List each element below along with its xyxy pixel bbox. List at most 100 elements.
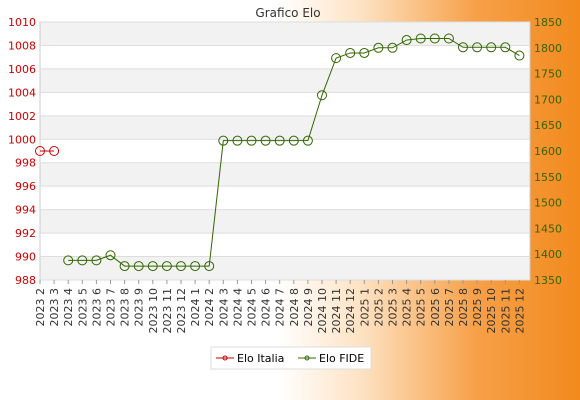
data-point <box>486 42 497 53</box>
data-point <box>190 261 201 272</box>
grid-band <box>40 22 530 46</box>
x-tick-label: 2025 11 <box>499 288 512 334</box>
x-tick-label: 2023 3 <box>48 288 61 327</box>
legend-marker-elo-italia <box>222 355 228 361</box>
right-tick-label: 1600 <box>534 145 562 158</box>
left-tick-label: 988 <box>15 274 36 287</box>
data-point <box>246 135 257 146</box>
data-point <box>373 42 384 53</box>
left-tick-label: 998 <box>15 157 36 170</box>
legend-box <box>210 346 372 370</box>
right-tick-label: 1400 <box>534 248 562 261</box>
series-layer <box>35 33 525 272</box>
data-point <box>331 53 342 64</box>
right-tick-label: 1450 <box>534 222 562 235</box>
series-elo-italia <box>35 146 60 156</box>
data-point <box>260 135 271 146</box>
right-tick-label: 1700 <box>534 93 562 106</box>
x-tick-label: 2024 11 <box>330 288 343 334</box>
legend: Elo Italia Elo FIDE <box>210 346 372 370</box>
chart-title: Grafico Elo <box>255 6 320 20</box>
x-tick-label: 2023 4 <box>62 288 75 327</box>
grid-band <box>40 115 530 140</box>
x-tick-label: 2023 8 <box>119 288 132 327</box>
data-point <box>500 42 511 53</box>
x-tick-label: 2025 1 <box>358 288 371 327</box>
grid-band <box>40 68 530 93</box>
right-tick-label: 1800 <box>534 42 562 55</box>
data-point <box>105 250 116 261</box>
x-tick-label: 2023 10 <box>147 288 160 334</box>
data-point <box>359 47 370 58</box>
x-tick-label: 2024 2 <box>203 288 216 327</box>
left-tick-label: 1010 <box>8 16 36 29</box>
data-point <box>176 261 186 272</box>
data-point <box>77 255 88 266</box>
data-point <box>415 33 426 44</box>
plot-background <box>40 22 530 280</box>
x-tick-label: 2024 8 <box>288 288 301 327</box>
grid <box>40 21 530 281</box>
x-tick-label: 2025 2 <box>372 288 385 327</box>
x-tick-label: 2025 9 <box>471 288 484 327</box>
data-point <box>401 35 412 46</box>
left-tick-label: 1008 <box>8 39 36 52</box>
data-point <box>204 261 215 272</box>
data-point <box>274 135 285 146</box>
data-point <box>514 50 525 61</box>
data-point <box>218 135 229 146</box>
x-tick-label: 2023 6 <box>90 288 103 327</box>
x-tick-label: 2025 3 <box>387 288 400 327</box>
plot-area <box>39 21 531 281</box>
left-tick-label: 1006 <box>8 63 36 76</box>
left-tick-label: 1004 <box>8 86 36 99</box>
legend-marker-elo-fide <box>304 355 310 361</box>
x-tick-label: 2024 4 <box>231 288 244 327</box>
grid-band <box>40 256 530 280</box>
x-axis: 2023 2 2023 3 2023 4 2023 5 2023 6 2023 7 2023… <box>34 280 526 334</box>
x-tick-label: 2024 3 <box>217 288 230 327</box>
left-tick-label: 994 <box>15 204 36 217</box>
left-tick-label: 996 <box>15 180 36 193</box>
x-tick-label: 2023 12 <box>175 288 188 334</box>
right-tick-label: 1350 <box>534 274 562 287</box>
left-axis: 988 990 992 994 996 998 1000 1002 1004 1006 1008 10… <box>8 16 36 287</box>
data-point <box>133 261 144 272</box>
data-point <box>147 261 158 272</box>
x-tick-label: 2025 10 <box>485 288 498 334</box>
x-tick-label: 2024 9 <box>302 288 315 327</box>
x-tick-label: 2024 1 <box>189 288 202 327</box>
data-point <box>288 135 299 146</box>
x-tick-label: 2024 10 <box>316 288 329 334</box>
data-point <box>91 255 102 266</box>
x-tick-label: 2023 9 <box>133 288 146 327</box>
series-elo-fide <box>63 33 525 272</box>
grid-band <box>40 209 530 234</box>
data-point <box>35 146 45 156</box>
x-tick-label: 2024 7 <box>274 288 287 327</box>
data-point <box>387 42 398 53</box>
x-tick-label: 2024 12 <box>344 288 357 334</box>
data-point <box>429 33 440 44</box>
left-tick-label: 990 <box>15 251 36 264</box>
data-point <box>458 42 468 53</box>
data-point <box>443 33 454 44</box>
data-point <box>119 261 130 272</box>
right-tick-label: 1500 <box>534 197 562 210</box>
left-tick-label: 1000 <box>8 133 36 146</box>
right-tick-label: 1850 <box>534 16 562 29</box>
legend-label-elo-italia: Elo Italia <box>237 352 284 365</box>
data-point <box>161 261 172 272</box>
x-tick-label: 2023 11 <box>161 288 174 334</box>
x-tick-label: 2025 5 <box>415 288 428 327</box>
x-tick-label: 2025 12 <box>513 288 526 334</box>
right-tick-label: 1750 <box>534 68 562 81</box>
x-tick-label: 2023 2 <box>34 288 47 327</box>
x-tick-label: 2025 8 <box>457 288 470 327</box>
data-point <box>302 135 313 146</box>
x-tick-label: 2025 4 <box>401 288 414 327</box>
x-tick-label: 2023 5 <box>76 288 89 327</box>
right-tick-label: 1550 <box>534 171 562 184</box>
data-point <box>345 47 356 58</box>
